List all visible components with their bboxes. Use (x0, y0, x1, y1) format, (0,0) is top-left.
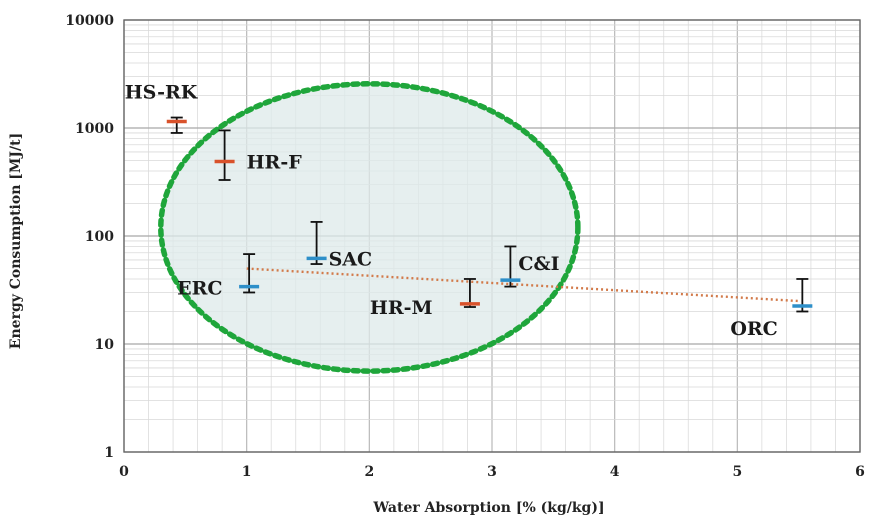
y-tick-label: 10000 (65, 13, 114, 29)
plot-area-border (123, 19, 861, 453)
data-label: ORC (730, 318, 777, 340)
y-axis-title: Energy Consumption [MJ/t] (8, 133, 24, 349)
x-axis-title: Water Absorption [% (kg/kg)] (372, 500, 604, 516)
trendline-group (246, 267, 799, 303)
data-points: HS-RK HR-F ERC SAC HR-M C&I ORC (125, 81, 813, 340)
data-point: ERC (177, 253, 260, 300)
x-tick-label: 4 (610, 464, 620, 480)
x-tick-label: 3 (487, 464, 497, 480)
y-tick-label: 1 (104, 445, 114, 461)
plot-frame (123, 19, 861, 453)
data-label: ERC (177, 278, 222, 300)
data-point: ORC (730, 278, 813, 340)
x-tick-label: 1 (242, 464, 252, 480)
trendline (246, 267, 799, 303)
data-label: HS-RK (125, 81, 199, 103)
data-point: HR-F (214, 129, 303, 181)
data-point: SAC (306, 221, 373, 270)
x-tick-label: 5 (732, 464, 742, 480)
highlight-ellipse (158, 81, 581, 374)
data-point: HR-M (370, 278, 480, 319)
data-point: HS-RK (125, 81, 199, 134)
data-label: HR-F (247, 151, 303, 173)
y-tick-label: 1000 (75, 121, 114, 137)
highlight-ellipse-fill (160, 83, 578, 372)
x-tick-label: 0 (119, 464, 129, 480)
data-label: C&I (518, 253, 559, 275)
data-label: HR-M (370, 297, 433, 319)
x-tick-label: 2 (364, 464, 374, 480)
highlight-ellipse-group (158, 81, 581, 374)
data-label: SAC (329, 248, 373, 270)
x-tick-label: 6 (855, 464, 865, 480)
data-point: C&I (500, 245, 560, 288)
y-tick-label: 100 (85, 229, 114, 245)
y-tick-label: 10 (95, 337, 115, 353)
